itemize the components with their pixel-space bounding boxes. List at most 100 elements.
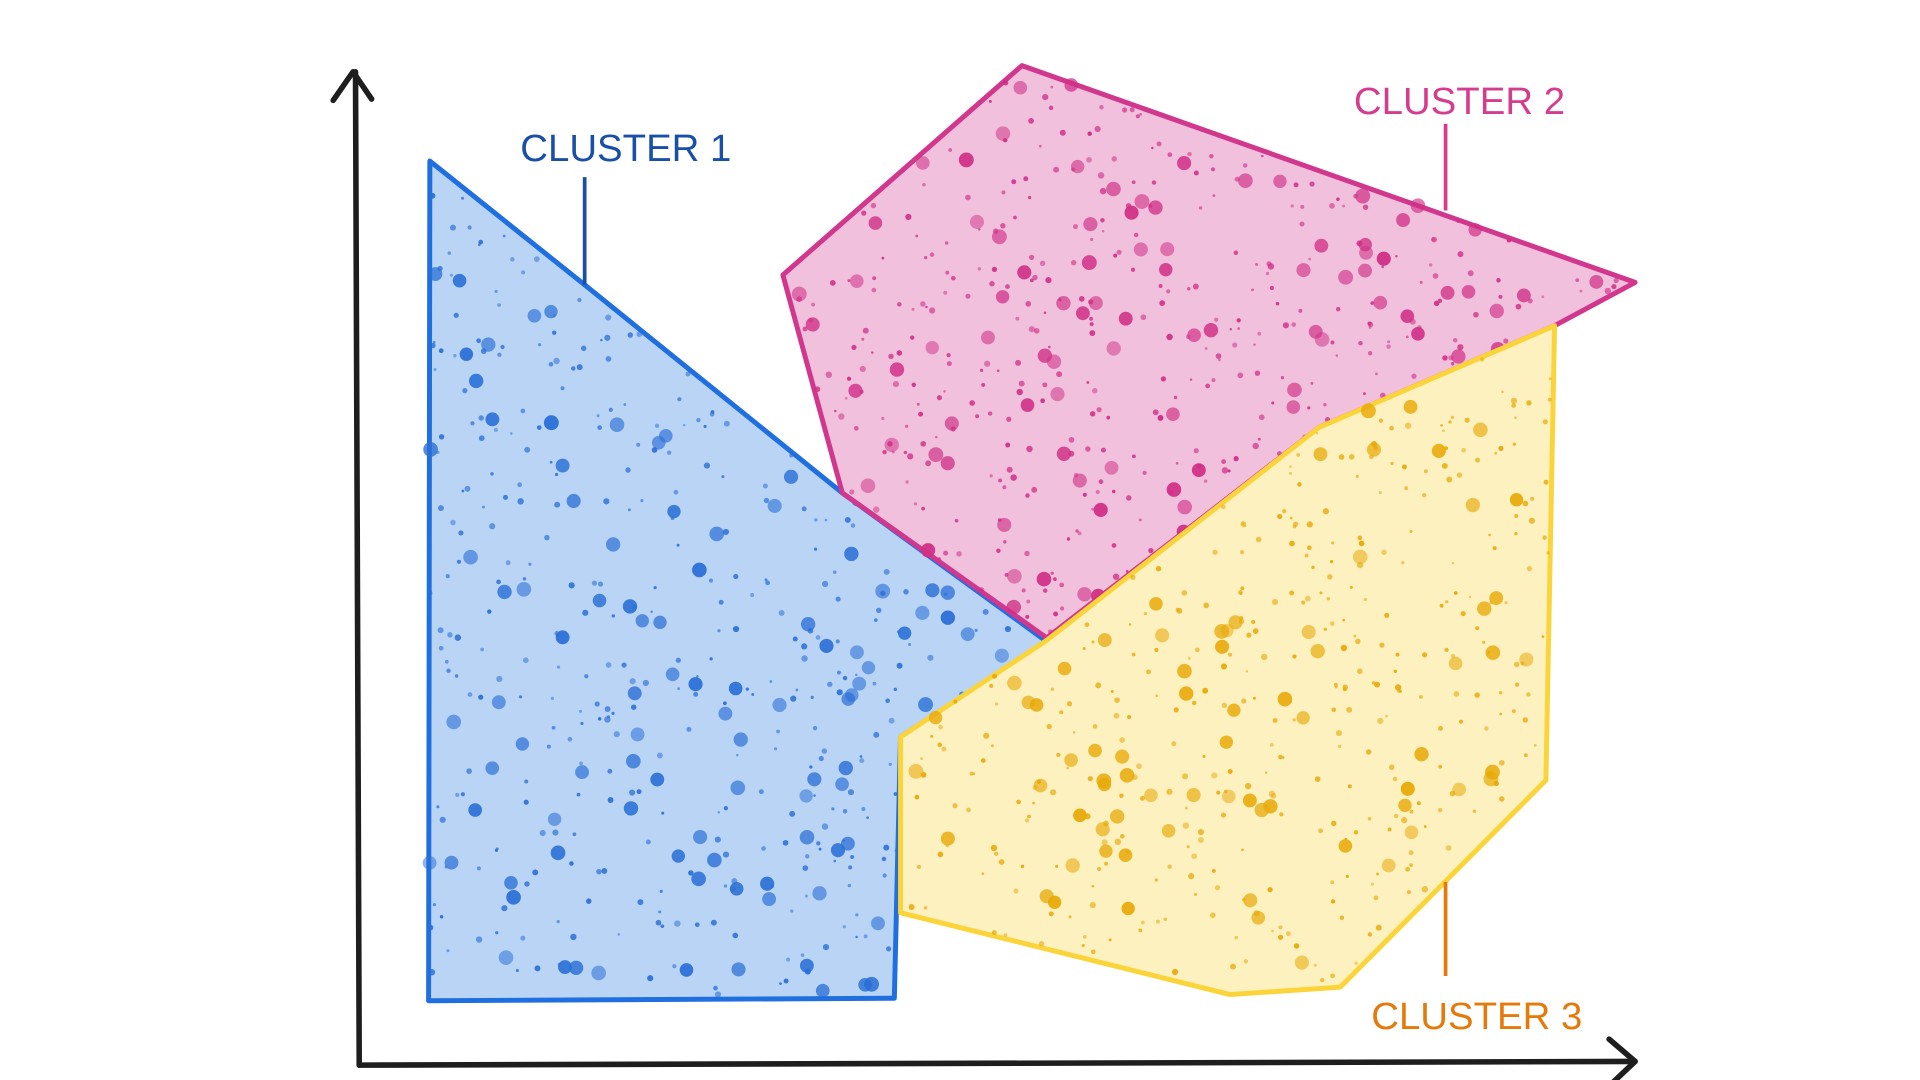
data-point bbox=[1066, 766, 1070, 770]
data-point bbox=[1212, 549, 1218, 555]
data-point bbox=[1416, 801, 1421, 806]
data-point bbox=[676, 543, 680, 547]
data-point bbox=[827, 681, 833, 688]
data-point bbox=[728, 681, 743, 696]
data-point bbox=[1278, 754, 1283, 760]
data-point bbox=[517, 498, 524, 505]
data-point bbox=[848, 865, 853, 870]
data-point bbox=[842, 675, 848, 681]
data-point bbox=[1192, 283, 1199, 290]
data-point bbox=[520, 408, 526, 414]
data-point bbox=[672, 964, 677, 969]
data-point bbox=[1301, 600, 1306, 605]
data-point bbox=[937, 742, 943, 748]
data-point bbox=[1365, 749, 1372, 755]
data-point bbox=[1330, 973, 1335, 979]
data-point bbox=[1095, 822, 1110, 837]
data-point bbox=[1084, 622, 1090, 628]
data-point bbox=[1066, 701, 1073, 707]
data-point bbox=[838, 760, 853, 776]
data-point bbox=[1043, 311, 1047, 314]
data-point bbox=[1068, 436, 1075, 443]
data-point bbox=[522, 657, 529, 664]
data-point bbox=[1237, 372, 1244, 379]
data-point bbox=[1055, 864, 1059, 868]
data-point bbox=[554, 472, 559, 477]
data-point bbox=[1082, 647, 1086, 650]
data-point bbox=[783, 469, 799, 484]
data-point bbox=[1125, 203, 1132, 209]
data-point bbox=[1290, 204, 1294, 208]
data-point bbox=[1367, 351, 1373, 356]
data-point bbox=[927, 654, 934, 661]
data-point bbox=[1059, 606, 1065, 611]
data-point bbox=[807, 627, 814, 634]
data-point bbox=[1072, 224, 1078, 230]
data-point bbox=[1110, 689, 1114, 693]
data-point bbox=[814, 518, 818, 522]
data-point bbox=[969, 400, 975, 406]
data-point bbox=[1395, 652, 1400, 657]
data-point bbox=[897, 302, 902, 307]
data-point bbox=[1437, 298, 1443, 304]
data-point bbox=[940, 831, 955, 846]
data-point bbox=[1013, 888, 1019, 894]
data-point bbox=[528, 562, 532, 566]
data-point bbox=[1089, 902, 1096, 909]
data-point bbox=[1026, 445, 1033, 453]
data-point bbox=[1191, 853, 1198, 860]
data-point bbox=[876, 607, 882, 614]
data-point bbox=[500, 344, 505, 350]
data-point bbox=[1099, 187, 1107, 195]
data-point bbox=[1202, 687, 1209, 694]
data-point bbox=[1301, 624, 1316, 640]
data-point bbox=[853, 425, 859, 431]
data-point bbox=[1243, 893, 1258, 908]
data-point bbox=[1271, 401, 1275, 405]
data-point bbox=[1408, 850, 1414, 856]
data-point bbox=[790, 909, 794, 913]
data-point bbox=[1456, 472, 1463, 478]
data-point bbox=[1221, 702, 1228, 709]
data-point bbox=[579, 761, 583, 766]
data-point bbox=[1187, 328, 1201, 342]
data-point bbox=[627, 686, 642, 701]
data-point bbox=[722, 528, 729, 536]
data-point bbox=[650, 772, 665, 787]
data-point bbox=[996, 548, 1001, 554]
data-point bbox=[504, 876, 518, 890]
data-point bbox=[604, 334, 611, 341]
data-point bbox=[1336, 197, 1340, 202]
data-point bbox=[871, 351, 874, 354]
data-point bbox=[1496, 278, 1501, 283]
data-point bbox=[607, 796, 614, 803]
data-point bbox=[1086, 381, 1090, 384]
data-point bbox=[789, 453, 794, 458]
data-point bbox=[1125, 569, 1129, 573]
data-point bbox=[1173, 395, 1178, 400]
data-point bbox=[536, 425, 542, 430]
data-point bbox=[1233, 250, 1239, 256]
data-point bbox=[1093, 502, 1108, 517]
data-point bbox=[505, 560, 511, 566]
data-point bbox=[655, 919, 662, 926]
data-point bbox=[941, 746, 947, 752]
data-point bbox=[1472, 809, 1477, 813]
data-point bbox=[1036, 571, 1052, 587]
cluster-3-region bbox=[898, 323, 1558, 998]
data-point bbox=[1227, 469, 1231, 473]
data-point bbox=[1101, 839, 1108, 846]
data-point bbox=[1192, 700, 1197, 706]
data-point bbox=[881, 856, 887, 862]
data-point bbox=[978, 587, 985, 594]
data-point bbox=[665, 667, 680, 682]
data-point bbox=[1136, 763, 1142, 770]
data-point bbox=[842, 839, 845, 842]
data-point bbox=[597, 425, 603, 430]
data-point bbox=[938, 557, 941, 560]
data-point bbox=[1003, 80, 1009, 86]
data-point bbox=[911, 382, 917, 388]
data-point bbox=[1396, 213, 1411, 228]
data-point bbox=[1409, 863, 1413, 867]
data-point bbox=[1387, 340, 1391, 344]
